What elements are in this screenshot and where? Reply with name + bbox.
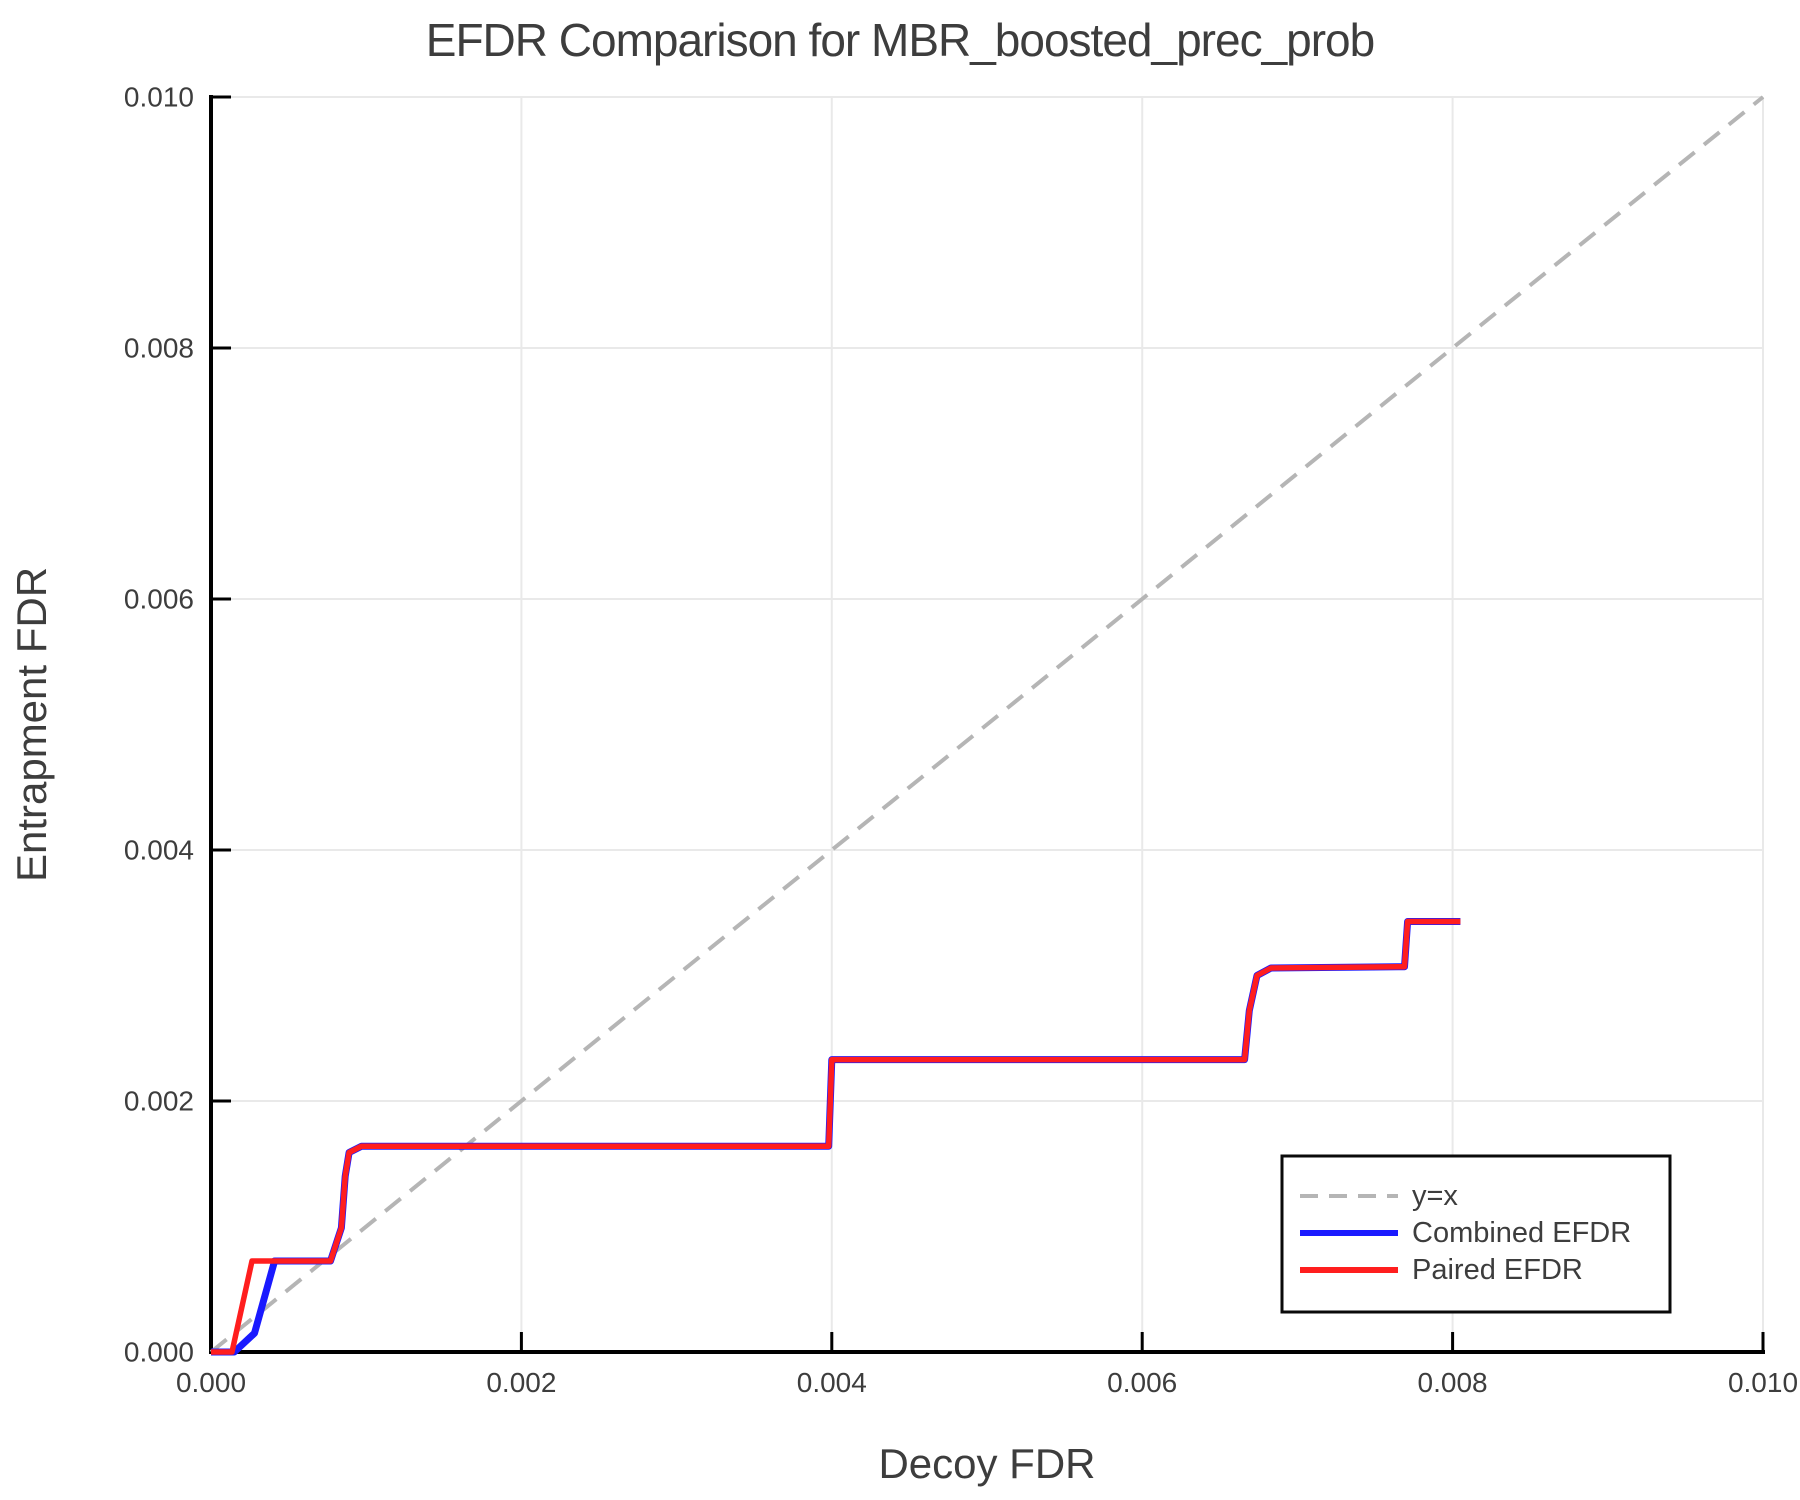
series-line-combined-efdr [211,918,1461,1356]
x-tick-label: 0.000 [176,1367,246,1398]
y-tick-label: 0.004 [124,835,194,866]
x-tick-label: 0.008 [1418,1367,1488,1398]
x-axis-label: Decoy FDR [878,1440,1095,1487]
x-tick-label: 0.010 [1728,1367,1798,1398]
y-tick-label: 0.002 [124,1086,194,1117]
legend-label-y-x: y=x [1412,1180,1458,1212]
legend-label-combined-efdr: Combined EFDR [1412,1217,1631,1249]
chart-title: EFDR Comparison for MBR_boosted_prec_pro… [426,14,1374,66]
y-tick-label: 0.006 [124,584,194,615]
y-axis-label: Entrapment FDR [8,567,55,882]
x-tick-label: 0.002 [486,1367,556,1398]
series-line-paired-efdr [211,918,1461,1355]
legend-label-paired-efdr: Paired EFDR [1412,1254,1583,1286]
y-tick-label: 0.010 [124,82,194,113]
x-tick-label: 0.004 [797,1367,867,1398]
y-tick-label: 0.008 [124,333,194,364]
x-tick-label: 0.006 [1107,1367,1177,1398]
y-tick-label: 0.000 [124,1337,194,1368]
